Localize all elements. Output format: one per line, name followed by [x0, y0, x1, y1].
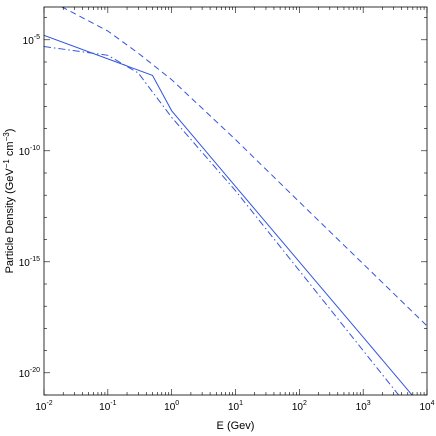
x-tick-label: 102	[292, 400, 307, 413]
x-tick-label: 101	[228, 400, 243, 413]
x-axis-title: E (Gev)	[217, 420, 255, 432]
series-layer	[44, 7, 427, 395]
y-axis-title-part3: )	[4, 129, 16, 133]
y-tick-label: 10-20	[19, 367, 40, 380]
series-line-solid	[44, 34, 413, 395]
series-line-dashed	[61, 7, 427, 327]
y-tick-label: 10-15	[19, 256, 40, 269]
x-tick-label: 103	[356, 400, 371, 413]
x-tick-label: 100	[164, 400, 179, 413]
y-axis-title-part2: cm	[4, 141, 16, 159]
x-tick-label: 104	[419, 400, 434, 413]
series-line-dashdot	[44, 46, 400, 395]
y-axis-title: Particle Density (GeV−1 cm−3)	[2, 129, 17, 274]
y-tick-label: 10-5	[23, 34, 40, 47]
x-tick-label: 10-2	[35, 400, 52, 413]
x-tick-label: 10-1	[99, 400, 116, 413]
ticks-layer: 10-2 10-1 100 101 102 103 104 10-5 10-10 10-15 10-…	[19, 7, 435, 413]
y-axis-title-sup1: −1	[2, 159, 11, 169]
y-axis-title-sup2: −3	[2, 132, 11, 142]
y-tick-label: 10-10	[19, 145, 40, 158]
y-axis-title-part1: Particle Density (GeV	[4, 168, 16, 274]
